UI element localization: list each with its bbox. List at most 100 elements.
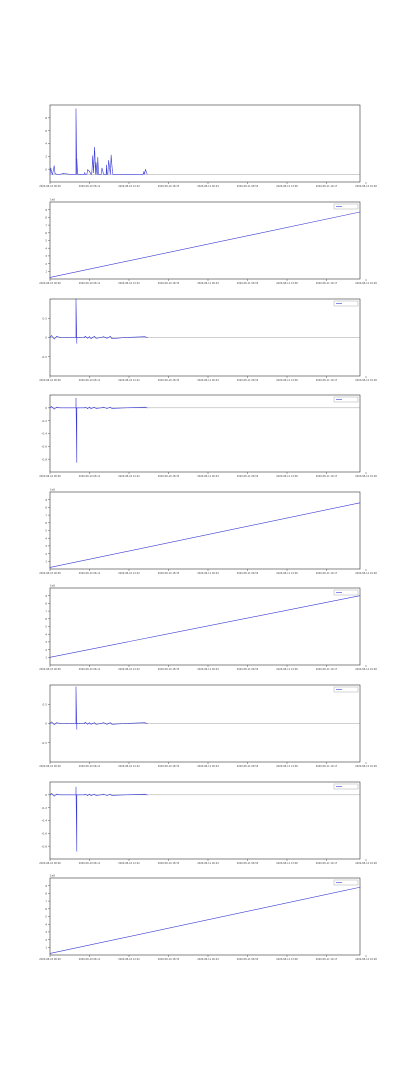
data-point <box>78 173 79 175</box>
y-tick-label: 4 <box>45 142 47 146</box>
data-point <box>53 724 55 726</box>
legend <box>333 879 359 886</box>
data-point <box>56 722 58 724</box>
y-tick-label: 1 <box>45 946 47 950</box>
data-point <box>89 722 90 724</box>
y-tick-label: 1 <box>45 270 47 274</box>
x-tick-label: 2020-08-11 13:06 <box>276 572 298 575</box>
legend <box>333 589 359 596</box>
y-tick-label: 5 <box>45 625 47 629</box>
data-point <box>51 172 53 174</box>
data-point <box>77 407 78 409</box>
data-point <box>109 722 111 724</box>
data-point <box>89 406 90 408</box>
x-tick-label: 2020-08-11 00:44 <box>197 958 219 961</box>
y-tick-label: 8 <box>45 116 47 120</box>
chart-8: -0.8 -0.6 -0.4 -0.2 0 2020-08-10 00:00 2020-08… <box>39 781 377 865</box>
x-tick-label: 2020-08-11 06:55 <box>237 765 259 768</box>
data-point <box>89 170 90 172</box>
y-tick-label: 2 <box>45 552 47 556</box>
y-tick-label: 1 <box>45 560 47 564</box>
x-tick-label: 2020-08-10 18:33 <box>158 862 180 865</box>
x-tick-label: 2020-08-12 01:28 <box>355 282 377 285</box>
data-point <box>105 173 107 175</box>
data-point <box>49 277 51 278</box>
plot-area <box>49 201 361 280</box>
data-point <box>56 336 58 337</box>
data-point <box>49 407 51 409</box>
y-tick-label: 9 <box>45 208 47 212</box>
data-point <box>110 154 112 156</box>
y-tick-label: 6 <box>45 521 47 525</box>
x-tick-label: 2020-08-10 12:22 <box>118 862 140 865</box>
x-tick-label: 2020-08-12 01:28 <box>355 379 377 382</box>
data-point <box>106 337 108 339</box>
data-point <box>129 173 130 175</box>
x-tick-label: 2020-08-11 00:44 <box>197 282 219 285</box>
data-point <box>103 173 104 175</box>
y-tick-label: 7 <box>45 223 47 227</box>
y-tick-label: 8 <box>45 506 47 510</box>
data-point <box>58 173 59 175</box>
data-point <box>103 793 104 795</box>
x-tick-label: 2020-08-11 13:06 <box>276 475 298 478</box>
data-point <box>84 794 85 796</box>
data-point <box>76 342 78 344</box>
data-point <box>359 886 361 888</box>
x-tick-label: 2020-08-10 12:22 <box>118 185 140 188</box>
x-tick-label: 2020-08-12 01:28 <box>355 765 377 768</box>
x-tick-label: 2020-08-11 06:55 <box>237 862 259 865</box>
data-point <box>87 795 89 796</box>
x-tick-label: 2020-08-10 00:00 <box>39 862 61 865</box>
data-point <box>90 408 92 409</box>
x-tick-label: 2020-08-12 01:28 <box>355 475 377 478</box>
x-tick-label: 2020-08-10 06:11 <box>79 765 101 768</box>
data-point <box>54 173 56 174</box>
data-point <box>76 173 78 175</box>
data-point <box>84 336 86 337</box>
data-point <box>49 723 51 724</box>
y-tick-label: 6 <box>45 231 47 235</box>
data-point <box>59 794 61 796</box>
data-point <box>63 173 64 174</box>
x-tick-label: 2020-08-12 01:28 <box>355 958 377 961</box>
data-point <box>86 173 88 175</box>
y-tick-label: 0.5 <box>43 702 48 706</box>
data-point <box>94 147 95 148</box>
x-tick-label: 2020-08-10 00:00 <box>39 572 61 575</box>
x-tick-label: 2020-08-12 01:28 <box>355 572 377 575</box>
data-point <box>51 406 53 407</box>
x-tick-label: 2020-08-11 19:17 <box>316 282 338 285</box>
data-point <box>95 337 97 339</box>
data-point <box>116 173 118 175</box>
x-tick-label: 2020-08-10 12:22 <box>118 958 140 961</box>
data-point <box>95 723 97 725</box>
data-point <box>94 152 96 154</box>
offset-label: 1e8 <box>50 874 55 878</box>
data-point <box>106 723 108 725</box>
y-tick-label: 0 <box>45 722 47 726</box>
legend-box <box>333 783 359 790</box>
x-tick-label: 2020-08-11 00:44 <box>197 475 219 478</box>
legend-box <box>333 686 359 693</box>
data-point <box>111 795 113 796</box>
data-point <box>89 336 90 338</box>
series-line <box>49 886 361 954</box>
data-point <box>103 722 104 724</box>
data-point <box>94 793 95 795</box>
data-point <box>95 162 97 164</box>
y-tick-label: 3 <box>45 254 47 258</box>
data-point <box>77 723 78 724</box>
series-line <box>49 595 361 658</box>
data-point <box>56 406 58 408</box>
data-point <box>51 335 53 336</box>
x-tick-label: 2020-08-11 06:55 <box>237 282 259 285</box>
y-tick-label: 5 <box>45 239 47 243</box>
x-tick-label: 2020-08-11 13:06 <box>276 862 298 865</box>
data-point <box>144 793 146 795</box>
data-point <box>84 407 85 409</box>
x-tick-label: 2020-08-11 00:44 <box>197 185 219 188</box>
data-point <box>52 173 53 175</box>
data-point <box>75 397 77 399</box>
x-tick-label: 2020-08-10 00:00 <box>39 185 61 188</box>
